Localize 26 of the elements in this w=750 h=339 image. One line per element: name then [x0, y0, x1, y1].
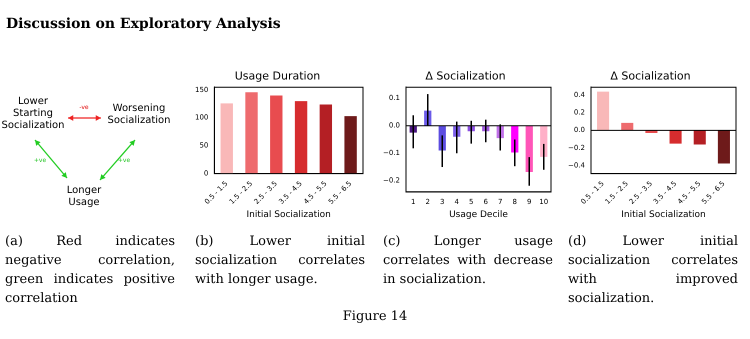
bar: [621, 122, 634, 130]
bar: [597, 92, 610, 130]
chart-title: Δ Socialization: [610, 69, 691, 82]
text: (a) Red indicates negative correlation, green indicates positive correlation: [5, 233, 175, 308]
bar: [718, 130, 730, 164]
bar: [294, 101, 308, 174]
bar: [694, 130, 706, 144]
text: Lower Starting Socialization: [0, 96, 66, 132]
x-axis-title: Initial Socialization: [621, 210, 706, 220]
text: Longer Usage: [66, 185, 102, 209]
chart-title: Δ Socialization: [425, 69, 506, 82]
bar: [220, 103, 233, 174]
chart-title: Usage Duration: [234, 69, 320, 82]
bar: [245, 92, 258, 174]
caption: Figure 14: [342, 309, 408, 324]
text: Worsening Socialization: [106, 103, 172, 127]
bar: [670, 130, 682, 144]
text: (b) Lower initial socialization correlates with longer usage.: [195, 233, 365, 289]
bar: [320, 104, 332, 174]
text: (c) Longer usage correlates with decrease in socialization.: [383, 233, 553, 289]
text: Discussion on Exploratory Analysis: [6, 16, 281, 32]
x-axis-title: Initial Socialization: [246, 210, 331, 220]
bar: [344, 116, 357, 174]
x-axis-title: Usage Decile: [449, 210, 508, 220]
bar: [270, 96, 282, 174]
text: (d) Lower initial socialization correlates with improved socialization.: [568, 233, 738, 308]
